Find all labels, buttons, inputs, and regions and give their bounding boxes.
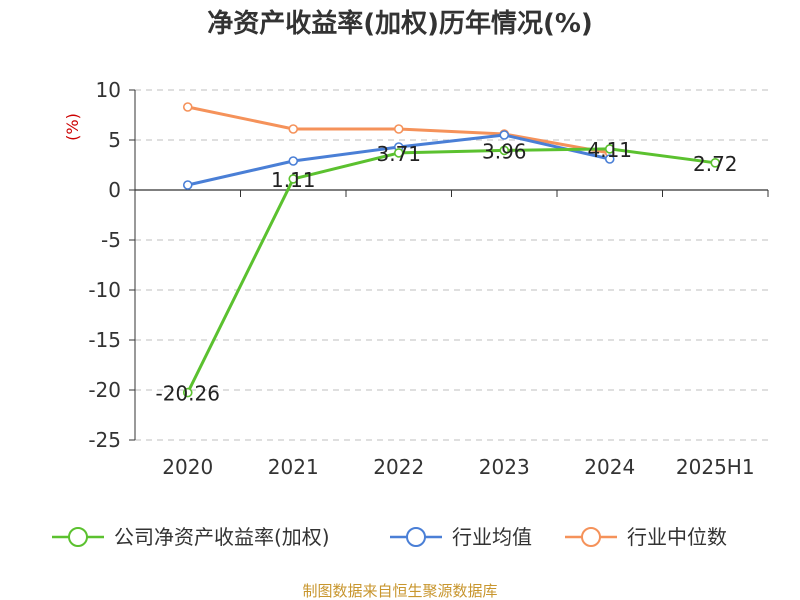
- legend-item-industry-mean[interactable]: 行业均值: [390, 525, 532, 549]
- x-tick-label: 2021: [268, 455, 319, 479]
- x-tick-label: 2024: [584, 455, 635, 479]
- x-tick-label: 2022: [373, 455, 424, 479]
- data-point: [393, 124, 404, 134]
- series-line: [186, 147, 716, 394]
- chart-title: 净资产收益率(加权)历年情况(%): [207, 8, 593, 39]
- data-label: 3.71: [376, 142, 421, 166]
- data-point: [604, 154, 615, 164]
- data-point: [182, 180, 193, 190]
- y-tick-label: 0: [108, 178, 121, 202]
- legend-label: 行业均值: [452, 525, 532, 549]
- legend-label: 行业中位数: [627, 525, 727, 549]
- legend-item-industry-median[interactable]: 行业中位数: [565, 525, 727, 549]
- y-tick-label: -10: [88, 278, 121, 302]
- data-point: [499, 130, 510, 140]
- data-point: [499, 145, 510, 156]
- legend-marker-icon: [68, 527, 88, 547]
- data-point: [604, 144, 615, 154]
- data-label: -20.26: [156, 382, 220, 406]
- data-point: [288, 124, 299, 134]
- legend-marker-icon: [406, 527, 426, 547]
- y-tick-label: -15: [88, 328, 121, 352]
- data-point: [182, 102, 193, 112]
- series: [182, 102, 721, 398]
- x-tick-label: 2025H1: [676, 455, 755, 479]
- y-tick-label: -25: [88, 428, 121, 452]
- data-labels: -20.26 1.11 3.71 3.96 4.11 2.72: [156, 138, 738, 406]
- y-tick-label: -20: [88, 378, 121, 402]
- legend-item-company[interactable]: 公司净资产收益率(加权): [52, 525, 330, 549]
- legend-marker-icon: [581, 527, 601, 547]
- data-point: [288, 156, 299, 166]
- data-point: [182, 387, 193, 398]
- data-point: [393, 148, 404, 158]
- axes: 10 5 0 -5 -10 -15 -20 -25 2020 2021 2022 2023 2024 20…: [88, 78, 769, 479]
- data-label: 4.11: [587, 138, 632, 162]
- data-point: [288, 174, 299, 184]
- legend-label: 公司净资产收益率(加权): [114, 525, 330, 549]
- y-tick-label: 5: [108, 128, 121, 152]
- data-point: [710, 158, 721, 168]
- data-label: 3.96: [482, 139, 527, 163]
- data-label: 2.72: [693, 152, 738, 176]
- source-note: 制图数据来自恒生聚源数据库: [302, 582, 497, 600]
- y-tick-label: -5: [101, 228, 121, 252]
- x-tick-label: 2023: [479, 455, 530, 479]
- data-label: 1.11: [271, 168, 316, 192]
- x-tick-label: 2020: [162, 455, 213, 479]
- y-axis-label: (%): [63, 113, 82, 141]
- y-tick-label: 10: [96, 78, 121, 102]
- legend[interactable]: 公司净资产收益率(加权) 行业均值 行业中位数: [52, 525, 727, 549]
